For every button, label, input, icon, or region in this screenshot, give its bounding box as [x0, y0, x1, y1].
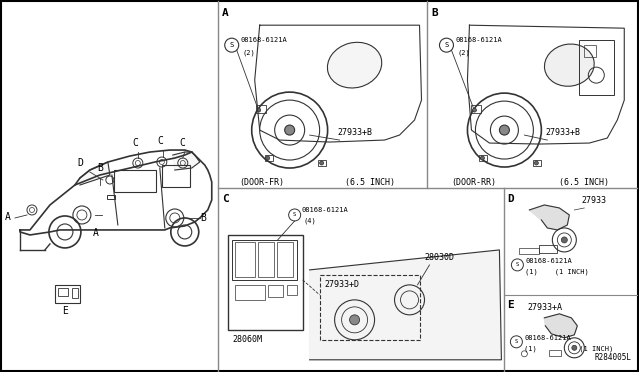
Text: C: C [180, 138, 186, 148]
Bar [319, 275, 419, 340]
Circle shape [481, 156, 484, 160]
Bar [317, 160, 326, 166]
Bar [258, 242, 274, 277]
Bar [540, 245, 557, 253]
Text: C: C [132, 138, 138, 148]
Text: S: S [444, 42, 449, 48]
Text: 27933: 27933 [581, 196, 606, 205]
Bar [276, 242, 292, 277]
Text: R284005L: R284005L [595, 353, 631, 362]
Bar [232, 240, 297, 280]
Circle shape [266, 156, 269, 160]
Bar [235, 242, 255, 277]
Text: B: B [431, 8, 438, 18]
Text: (2): (2) [458, 49, 470, 56]
Text: A: A [5, 212, 11, 222]
Bar [479, 155, 488, 161]
Polygon shape [310, 250, 501, 360]
Bar [579, 40, 614, 95]
Bar [472, 105, 481, 113]
Bar [55, 285, 80, 303]
Text: S: S [515, 339, 518, 344]
Polygon shape [80, 162, 110, 185]
Text: 08168-6121A: 08168-6121A [456, 37, 502, 43]
Bar [584, 45, 596, 57]
Bar [58, 288, 68, 296]
Text: A: A [221, 8, 228, 18]
Circle shape [257, 108, 260, 112]
Text: 28060M: 28060M [233, 335, 262, 344]
Polygon shape [545, 314, 577, 338]
Circle shape [349, 315, 360, 325]
Bar [235, 285, 265, 300]
Polygon shape [529, 205, 570, 230]
Text: (4): (4) [303, 218, 316, 224]
Circle shape [472, 108, 476, 112]
Text: 08168-6121A: 08168-6121A [301, 207, 348, 213]
Text: 27933+A: 27933+A [527, 303, 563, 312]
Text: S: S [293, 212, 296, 218]
Bar [162, 165, 190, 187]
Text: D: D [508, 194, 514, 204]
Text: (2): (2) [243, 49, 255, 56]
Text: 27933+B: 27933+B [338, 128, 372, 137]
Circle shape [534, 161, 538, 165]
Circle shape [285, 125, 294, 135]
Text: E: E [508, 300, 514, 310]
Text: (6.5 INCH): (6.5 INCH) [559, 178, 609, 187]
Text: (DOOR-RR): (DOOR-RR) [451, 178, 497, 187]
Text: S: S [516, 262, 519, 267]
Bar [520, 248, 540, 254]
Bar [533, 160, 541, 166]
Text: (6.5 INCH): (6.5 INCH) [344, 178, 395, 187]
Text: (1)          (1 INCH): (1) (1 INCH) [524, 346, 614, 352]
Text: D: D [77, 158, 83, 168]
Polygon shape [173, 152, 200, 170]
Bar [228, 235, 303, 330]
Text: 27933+B: 27933+B [545, 128, 580, 137]
Bar [256, 105, 266, 113]
Text: 08168-6121A: 08168-6121A [524, 335, 571, 341]
Circle shape [561, 237, 567, 243]
Circle shape [572, 345, 577, 350]
Circle shape [499, 125, 509, 135]
Bar [265, 155, 273, 161]
Text: B: B [200, 213, 205, 223]
Text: C: C [157, 136, 163, 146]
Text: B: B [97, 163, 103, 173]
Text: C: C [221, 194, 228, 204]
Text: 27933+D: 27933+D [324, 280, 360, 289]
Bar [107, 195, 115, 199]
Text: (DOOR-FR): (DOOR-FR) [240, 178, 285, 187]
Text: A: A [93, 228, 99, 238]
Text: (1)    (1 INCH): (1) (1 INCH) [525, 269, 589, 275]
Text: 28030D: 28030D [424, 253, 454, 262]
Bar [72, 288, 78, 298]
Text: 08168-6121A: 08168-6121A [241, 37, 287, 43]
Text: S: S [230, 42, 234, 48]
Bar [268, 285, 283, 297]
Text: 08168-6121A: 08168-6121A [525, 258, 572, 264]
Bar [287, 285, 297, 295]
Ellipse shape [545, 44, 594, 86]
Ellipse shape [328, 42, 381, 88]
Bar [549, 350, 561, 356]
Circle shape [319, 161, 324, 165]
Bar [114, 170, 156, 192]
Text: E: E [62, 306, 68, 316]
